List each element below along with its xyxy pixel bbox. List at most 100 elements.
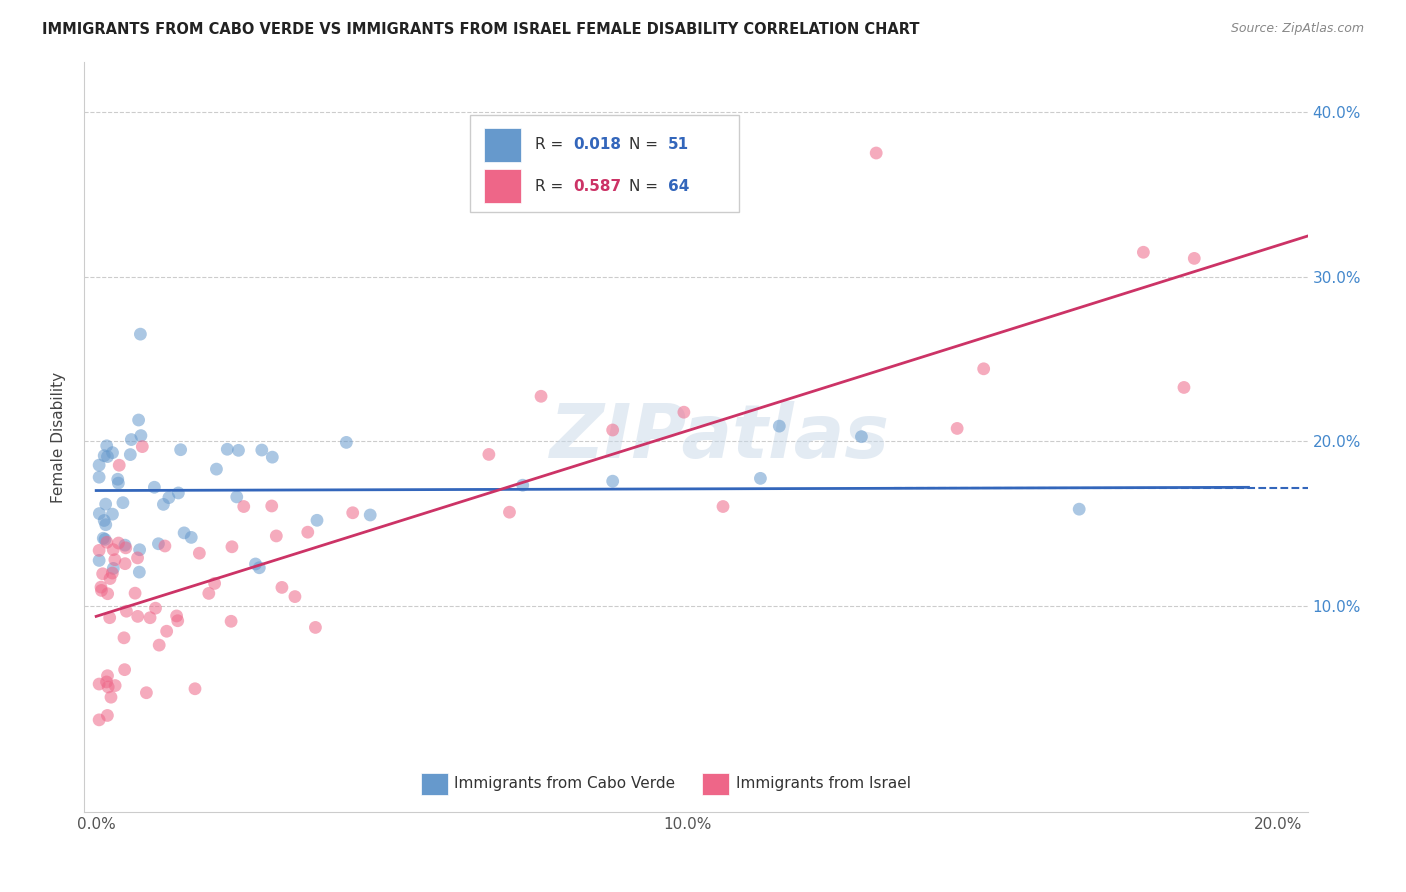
Point: [602, 423, 624, 437]
Point: [221, 540, 243, 554]
Point: [342, 506, 364, 520]
Point: [169, 442, 191, 457]
Point: [245, 557, 267, 571]
Point: [284, 590, 307, 604]
Point: [103, 561, 125, 575]
Point: [143, 480, 166, 494]
Point: [198, 586, 221, 600]
Point: [166, 614, 188, 628]
Point: [128, 565, 150, 579]
Point: [228, 443, 250, 458]
Point: [232, 500, 254, 514]
Point: [711, 500, 734, 514]
Text: 0.018: 0.018: [574, 137, 621, 153]
Text: N =: N =: [628, 137, 662, 153]
Point: [128, 542, 150, 557]
Point: [180, 530, 202, 544]
Point: [101, 566, 124, 580]
Point: [139, 611, 162, 625]
Point: [530, 389, 553, 403]
Y-axis label: Female Disability: Female Disability: [51, 371, 66, 503]
Point: [97, 587, 120, 601]
Point: [107, 476, 129, 491]
Point: [129, 428, 152, 442]
FancyBboxPatch shape: [484, 128, 522, 162]
Point: [96, 450, 118, 464]
Text: N =: N =: [628, 178, 662, 194]
Point: [94, 517, 117, 532]
Point: [768, 419, 790, 434]
Point: [946, 421, 969, 435]
Point: [305, 513, 328, 527]
Point: [148, 537, 170, 551]
Point: [89, 470, 111, 484]
Point: [672, 405, 695, 419]
Point: [96, 439, 118, 453]
Point: [135, 686, 157, 700]
FancyBboxPatch shape: [420, 772, 447, 796]
Point: [217, 442, 239, 457]
Point: [107, 536, 129, 550]
Point: [103, 542, 125, 557]
Point: [260, 499, 283, 513]
Point: [297, 525, 319, 540]
Point: [112, 631, 135, 645]
Text: Source: ZipAtlas.com: Source: ZipAtlas.com: [1230, 22, 1364, 36]
Point: [89, 553, 111, 567]
Point: [93, 449, 115, 463]
Text: R =: R =: [534, 137, 568, 153]
Point: [973, 361, 995, 376]
Point: [89, 713, 111, 727]
Point: [204, 576, 226, 591]
Point: [114, 557, 136, 571]
Point: [94, 533, 117, 547]
Point: [127, 550, 149, 565]
Point: [111, 496, 134, 510]
Point: [120, 448, 142, 462]
Point: [219, 615, 242, 629]
Point: [104, 679, 127, 693]
Point: [262, 450, 284, 465]
Point: [145, 601, 167, 615]
Point: [90, 580, 112, 594]
Text: R =: R =: [534, 178, 568, 194]
Point: [114, 541, 136, 555]
Point: [89, 458, 111, 472]
Point: [96, 669, 118, 683]
Point: [114, 663, 136, 677]
Text: Immigrants from Israel: Immigrants from Israel: [737, 777, 911, 791]
Point: [250, 443, 273, 458]
Point: [131, 440, 153, 454]
Point: [97, 680, 120, 694]
Point: [90, 583, 112, 598]
Point: [115, 604, 138, 618]
Point: [129, 327, 152, 342]
Point: [247, 560, 270, 574]
Point: [173, 525, 195, 540]
Point: [128, 413, 150, 427]
Point: [602, 474, 624, 488]
FancyBboxPatch shape: [484, 169, 522, 203]
Point: [157, 491, 180, 505]
Point: [304, 620, 326, 634]
Point: [89, 543, 111, 558]
Point: [1069, 502, 1091, 516]
Point: [167, 486, 190, 500]
Point: [89, 677, 111, 691]
Point: [98, 610, 121, 624]
Point: [91, 566, 114, 581]
Point: [1132, 245, 1154, 260]
Point: [114, 538, 136, 552]
Point: [271, 581, 294, 595]
Point: [124, 586, 146, 600]
Point: [205, 462, 228, 476]
Point: [188, 546, 211, 560]
Point: [96, 535, 118, 549]
FancyBboxPatch shape: [702, 772, 728, 796]
Point: [225, 490, 247, 504]
Point: [1173, 380, 1195, 394]
Point: [91, 531, 114, 545]
Point: [335, 435, 357, 450]
Point: [184, 681, 207, 696]
Point: [478, 447, 501, 461]
